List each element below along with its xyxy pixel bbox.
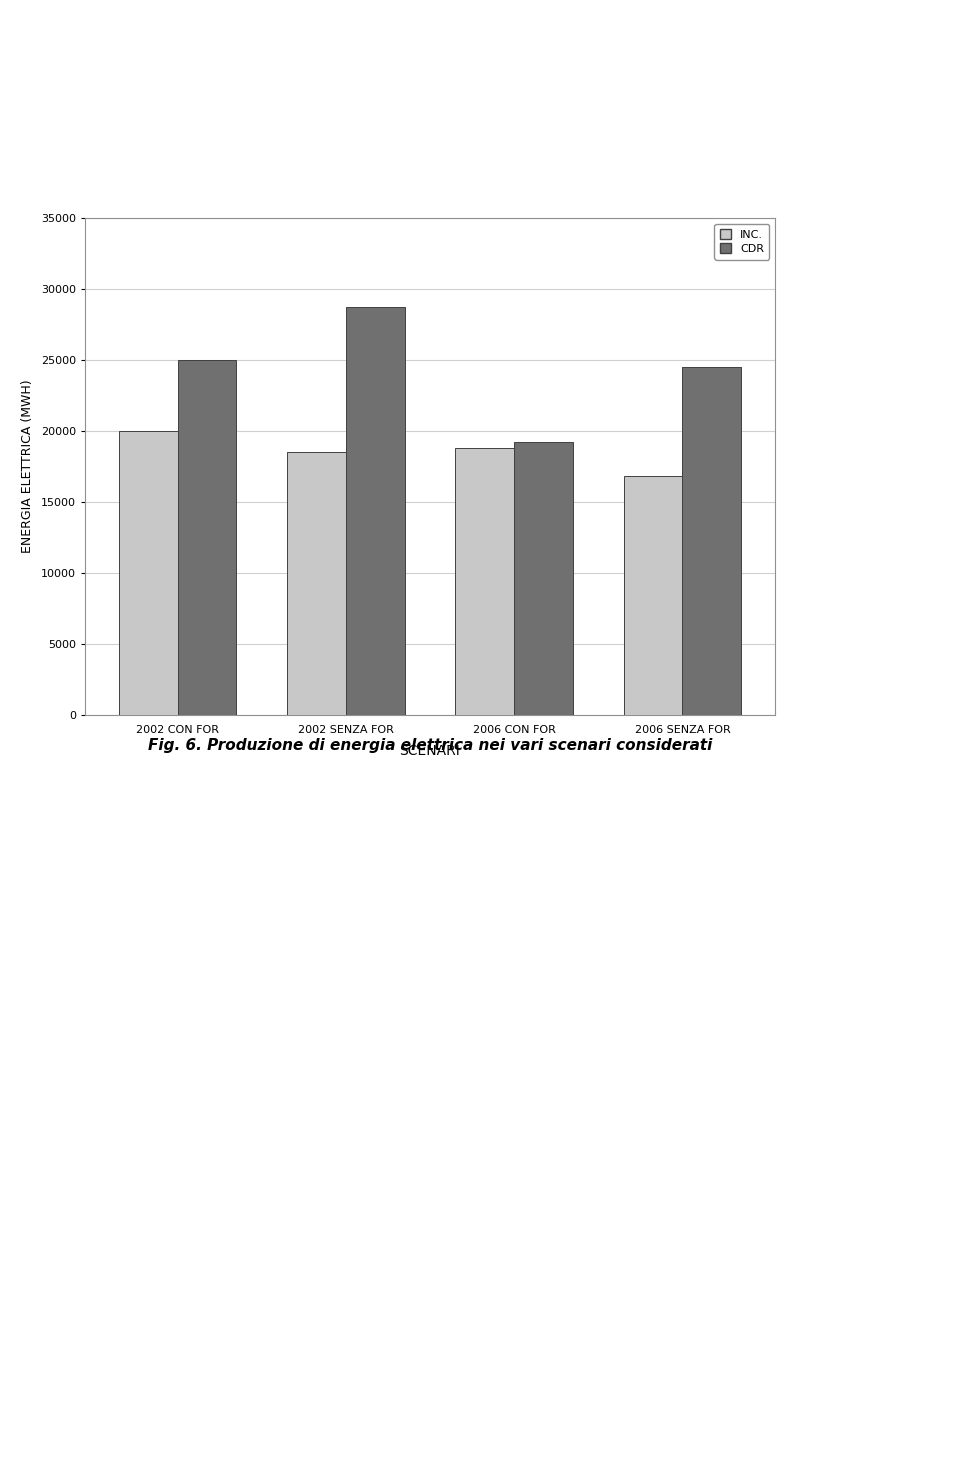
Bar [178,360,236,714]
Bar [346,307,405,714]
X-axis label: SCENARI: SCENARI [399,744,461,757]
Y-axis label: ENERGIA ELETTRICA (MWH): ENERGIA ELETTRICA (MWH) [21,379,34,554]
Bar [624,477,683,714]
Bar [455,449,515,714]
Bar [287,452,346,714]
Bar [683,368,741,714]
Text: Fig. 6. Produzione di energia elettrica nei vari scenari considerati: Fig. 6. Produzione di energia elettrica … [148,738,712,753]
Bar [515,443,573,714]
Bar [119,431,178,714]
Legend: INC., CDR: INC., CDR [714,223,770,260]
